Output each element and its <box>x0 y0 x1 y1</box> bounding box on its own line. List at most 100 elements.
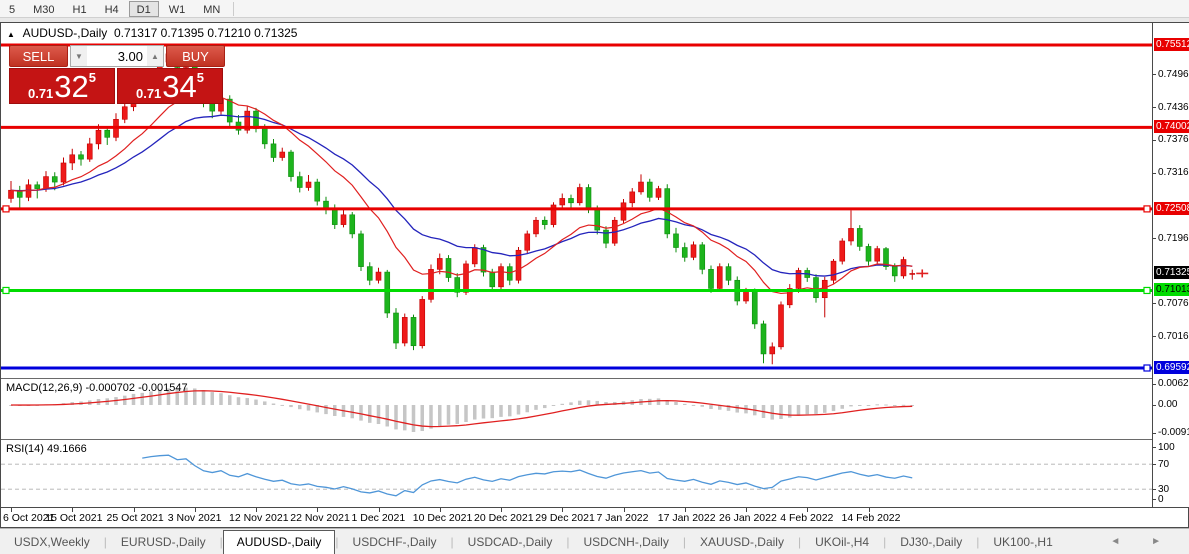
candle <box>743 290 749 302</box>
volume-increase-icon[interactable]: ▲ <box>147 46 163 66</box>
macd-axis-label: 0.00 <box>1158 399 1178 410</box>
macd-histogram-bar <box>254 399 258 405</box>
level-price-label: 0.72508 <box>1154 201 1189 215</box>
macd-histogram-bar <box>464 405 468 422</box>
symbol-tab-usdcad[interactable]: USDCAD-,Daily <box>467 535 553 549</box>
timeframe-button-h1[interactable]: H1 <box>65 1 95 17</box>
date-tick-label: 20 Dec 2021 <box>474 512 534 524</box>
macd-histogram-bar <box>788 405 792 418</box>
macd-histogram-bar <box>228 395 232 405</box>
symbol-tab-audusd[interactable]: AUDUSD-,Daily <box>222 530 336 554</box>
macd-histogram-bar <box>665 400 669 405</box>
tab-scroll-arrows[interactable]: ◄ ► <box>1110 536 1175 547</box>
symbol-tab-dj30[interactable]: DJ30-,Daily <box>900 535 963 549</box>
date-tick-label: 7 Jan 2022 <box>596 512 649 524</box>
rsi-label: RSI(14) 49.1666 <box>6 443 87 455</box>
candle <box>261 128 268 145</box>
candle <box>585 187 592 210</box>
macd-histogram-bar <box>455 405 459 424</box>
timeframe-button-h4[interactable]: H4 <box>97 1 127 17</box>
candle <box>288 151 294 177</box>
candle <box>340 214 347 225</box>
timeframe-button-d1[interactable]: D1 <box>128 0 159 17</box>
macd-histogram-bar <box>551 405 556 406</box>
macd-histogram-bar <box>700 405 704 407</box>
collapse-trade-panel-icon[interactable]: ▲ <box>7 30 15 39</box>
symbol-tab-usdcnh[interactable]: USDCNH-,Daily <box>583 535 669 549</box>
candle <box>366 266 373 281</box>
symbol-tab-usdchf[interactable]: USDCHF-,Daily <box>352 535 437 549</box>
volume-decrease-icon[interactable]: ▼ <box>71 46 87 66</box>
symbol-tab-eurusd[interactable]: EURUSD-,Daily <box>120 535 206 549</box>
candle <box>104 129 111 138</box>
sell-price-pip: 5 <box>88 70 97 85</box>
macd-histogram-bar <box>674 401 678 405</box>
macd-histogram-bar <box>420 405 424 432</box>
rsi-pane: RSI(14) 49.1666 <box>1 443 1152 497</box>
macd-histogram-bar <box>140 392 144 405</box>
macd-histogram-bar <box>438 405 442 427</box>
sell-price-display[interactable]: 0.71 32 5 <box>9 68 115 104</box>
symbol-tab-uk100[interactable]: UK100-,H1 <box>993 535 1053 549</box>
candle <box>463 263 469 293</box>
timeframe-button-w1[interactable]: W1 <box>161 1 194 17</box>
macd-histogram-bar <box>805 405 809 415</box>
candle <box>786 288 793 306</box>
macd-histogram-bar <box>149 391 153 405</box>
current-price-label: 0.71325 <box>1154 266 1189 280</box>
macd-histogram-bar <box>866 405 871 406</box>
candle <box>638 181 644 193</box>
buy-button[interactable]: BUY <box>166 45 225 67</box>
rsi-axis-label: 70 <box>1158 459 1170 471</box>
candle <box>498 266 504 288</box>
symbol-tab-ukoil[interactable]: UKOil-,H4 <box>815 535 870 549</box>
macd-histogram-bar <box>411 405 416 432</box>
candle <box>891 266 898 277</box>
candle <box>489 271 496 288</box>
candle <box>900 259 907 277</box>
macd-histogram-bar <box>691 404 696 406</box>
candle <box>550 204 557 225</box>
candle <box>716 266 723 289</box>
timeframe-button-mn[interactable]: MN <box>195 1 228 17</box>
symbol-tab-xauusd[interactable]: XAUUSD-,Daily <box>699 535 784 549</box>
macd-histogram-bar <box>245 398 249 405</box>
candle <box>559 198 566 206</box>
macd-histogram-bar <box>534 405 538 410</box>
candle <box>813 277 819 299</box>
sell-price-main: 32 <box>54 69 89 104</box>
macd-histogram-bar <box>726 405 731 411</box>
date-tick-label: 10 Dec 2021 <box>412 512 473 524</box>
macd-histogram-bar <box>683 403 687 405</box>
macd-histogram-bar <box>858 405 862 406</box>
date-tick-label: 14 Feb 2022 <box>841 512 901 524</box>
macd-histogram-bar <box>490 405 494 419</box>
macd-histogram-bar <box>543 405 547 409</box>
date-axis: 6 Oct 2021 15 Oct 2021 25 Oct 2021 3 Nov 20… <box>1 507 1188 527</box>
volume-input[interactable] <box>87 46 147 66</box>
macd-histogram-bar <box>473 405 477 420</box>
sell-button[interactable]: SELL <box>9 45 68 67</box>
macd-histogram-bar <box>814 405 818 414</box>
date-tick-label: 29 Dec 2021 <box>535 512 595 524</box>
macd-histogram-bar <box>385 405 389 427</box>
macd-histogram-bar <box>595 400 599 405</box>
macd-histogram-bar <box>578 400 582 405</box>
candle <box>375 271 382 281</box>
timeframe-button-m30[interactable]: M30 <box>25 1 62 17</box>
macd-signal-line <box>10 390 913 428</box>
symbol-tab-usdx[interactable]: USDX,Weekly <box>14 535 90 549</box>
chart-canvas[interactable]: MACD(12,26,9) -0.000702 -0.001547 RSI(14)… <box>1 23 1152 507</box>
buy-price-display[interactable]: 0.71 34 5 <box>117 68 223 104</box>
candle <box>69 154 76 164</box>
rsi-axis-label: 100 <box>1158 442 1175 453</box>
timeframe-button-5[interactable]: 5 <box>1 1 23 17</box>
macd-label: MACD(12,26,9) -0.000702 -0.001547 <box>6 382 188 394</box>
chart-symbol-label: AUDUSD-,Daily <box>22 26 108 40</box>
price-axis-label: 0.70765 <box>1158 297 1189 309</box>
candle <box>121 106 128 120</box>
date-tick-label: 4 Feb 2022 <box>780 512 834 524</box>
candle <box>471 247 478 265</box>
candle <box>43 176 49 189</box>
candle <box>874 248 881 262</box>
